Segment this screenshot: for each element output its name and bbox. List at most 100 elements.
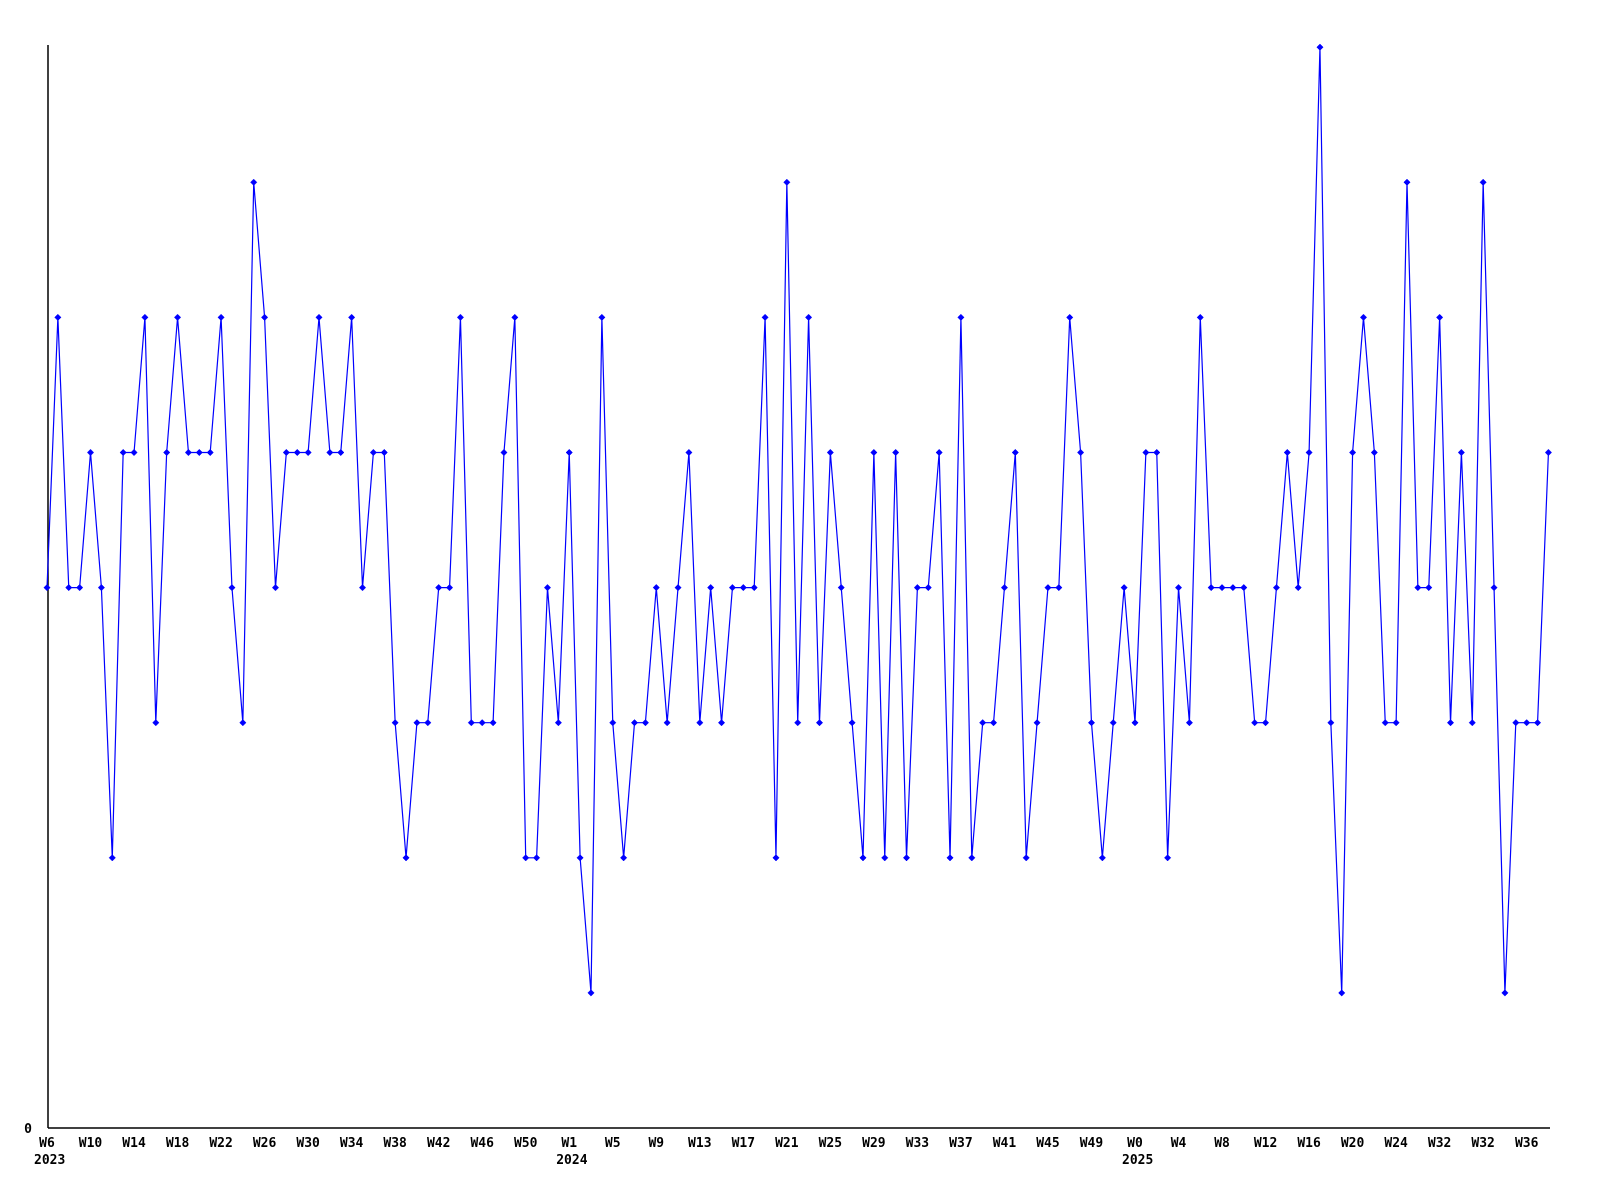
- data-point-marker: [750, 584, 758, 592]
- data-point-marker: [1272, 584, 1280, 592]
- data-line: [46, 47, 1550, 993]
- x-tick-label: W46: [470, 1136, 494, 1151]
- data-point-marker: [1316, 43, 1324, 51]
- data-point-marker: [1153, 448, 1161, 457]
- data-point-marker: [565, 448, 573, 457]
- x-tick-label: W26: [253, 1136, 277, 1151]
- data-point-marker: [1403, 178, 1411, 186]
- data-point-marker: [685, 448, 693, 457]
- data-point-marker: [1523, 719, 1531, 727]
- data-point-marker: [924, 584, 932, 592]
- data-point-marker: [1131, 719, 1139, 727]
- x-tick-label: W13: [688, 1136, 711, 1151]
- x-tick-label: W41: [993, 1136, 1017, 1151]
- data-point-marker: [1283, 448, 1291, 457]
- x-tick-year-label: 2023: [34, 1153, 65, 1168]
- data-point-marker: [1098, 854, 1106, 862]
- data-point-marker: [174, 313, 182, 321]
- data-point-marker: [1338, 989, 1346, 997]
- data-point-marker: [1490, 584, 1498, 592]
- data-point-marker: [1011, 448, 1019, 457]
- data-point-marker: [315, 313, 323, 321]
- data-point-marker: [1120, 584, 1128, 592]
- data-point-marker: [489, 719, 497, 727]
- data-point-marker: [1501, 989, 1509, 997]
- data-point-marker: [913, 584, 921, 592]
- data-point-marker: [1512, 719, 1520, 727]
- data-point-marker: [250, 178, 258, 186]
- data-point-marker: [478, 719, 486, 727]
- data-point-marker: [674, 584, 682, 592]
- x-tick-label: W25: [819, 1136, 842, 1151]
- data-point-marker: [456, 313, 464, 321]
- data-point-marker: [1457, 448, 1465, 457]
- x-tick-label: W20: [1341, 1136, 1365, 1151]
- x-tick-label: W4: [1171, 1136, 1187, 1151]
- data-point-marker: [761, 313, 769, 321]
- data-point-marker: [718, 719, 726, 727]
- data-point-marker: [271, 584, 280, 592]
- x-tick-label: W32: [1428, 1136, 1451, 1151]
- data-point-marker: [1294, 584, 1302, 592]
- x-tick-label: W49: [1080, 1136, 1103, 1151]
- x-tick-label: W32: [1471, 1136, 1494, 1151]
- data-point-marker: [1479, 178, 1487, 186]
- data-point-marker: [1544, 448, 1552, 457]
- x-tick-label: W17: [732, 1136, 755, 1151]
- x-tick-label: W1: [561, 1136, 577, 1151]
- data-point-marker: [413, 719, 421, 727]
- data-point-marker: [1425, 584, 1433, 592]
- data-point-marker: [881, 854, 889, 862]
- data-point-marker: [304, 448, 312, 457]
- data-point-marker: [968, 854, 976, 862]
- data-point-marker: [543, 584, 552, 592]
- data-point-marker: [837, 584, 845, 592]
- data-point-marker: [848, 719, 856, 727]
- data-point-marker: [348, 313, 356, 321]
- data-point-marker: [1185, 719, 1193, 727]
- x-tick-label: W21: [775, 1136, 799, 1151]
- data-point-marker: [652, 584, 660, 592]
- data-point-marker: [435, 584, 443, 592]
- data-point-marker: [620, 854, 628, 862]
- data-point-marker: [206, 448, 214, 457]
- x-tick-label: W18: [166, 1136, 190, 1151]
- y-axis-zero-label: 0: [24, 1122, 32, 1137]
- data-point-marker: [391, 719, 399, 727]
- data-point-marker: [1055, 584, 1063, 592]
- data-point-marker: [261, 313, 269, 321]
- data-point-marker: [1349, 448, 1357, 457]
- data-point-marker: [65, 584, 73, 592]
- x-tick-label: W8: [1214, 1136, 1230, 1151]
- x-tick-label: W10: [79, 1136, 103, 1151]
- data-point-marker: [826, 448, 834, 457]
- data-point-marker: [97, 584, 105, 592]
- data-point-marker: [1033, 719, 1041, 727]
- data-point-marker: [1087, 719, 1096, 727]
- x-tick-label: W0: [1127, 1136, 1143, 1151]
- data-point-marker: [728, 584, 736, 592]
- data-point-marker: [228, 584, 236, 592]
- x-tick-label: W38: [383, 1136, 407, 1151]
- x-tick-label: W50: [514, 1136, 538, 1151]
- x-tick-label: W14: [122, 1136, 146, 1151]
- data-point-marker: [446, 584, 454, 592]
- x-tick-label: W12: [1254, 1136, 1277, 1151]
- data-point-marker: [337, 448, 345, 457]
- data-point-marker: [641, 719, 649, 727]
- data-point-marker: [380, 448, 388, 457]
- data-point-marker: [990, 719, 998, 727]
- data-point-marker: [1414, 584, 1422, 592]
- data-point-marker: [119, 448, 127, 457]
- data-point-marker: [1164, 854, 1172, 862]
- data-point-marker: [772, 854, 780, 862]
- x-tick-label: W29: [862, 1136, 885, 1151]
- data-point-marker: [1196, 313, 1204, 321]
- data-point-marker: [1229, 584, 1237, 592]
- x-tick-label: W9: [648, 1136, 664, 1151]
- data-point-marker: [467, 719, 475, 727]
- data-point-marker: [1446, 719, 1455, 727]
- x-tick-label: W37: [949, 1136, 972, 1151]
